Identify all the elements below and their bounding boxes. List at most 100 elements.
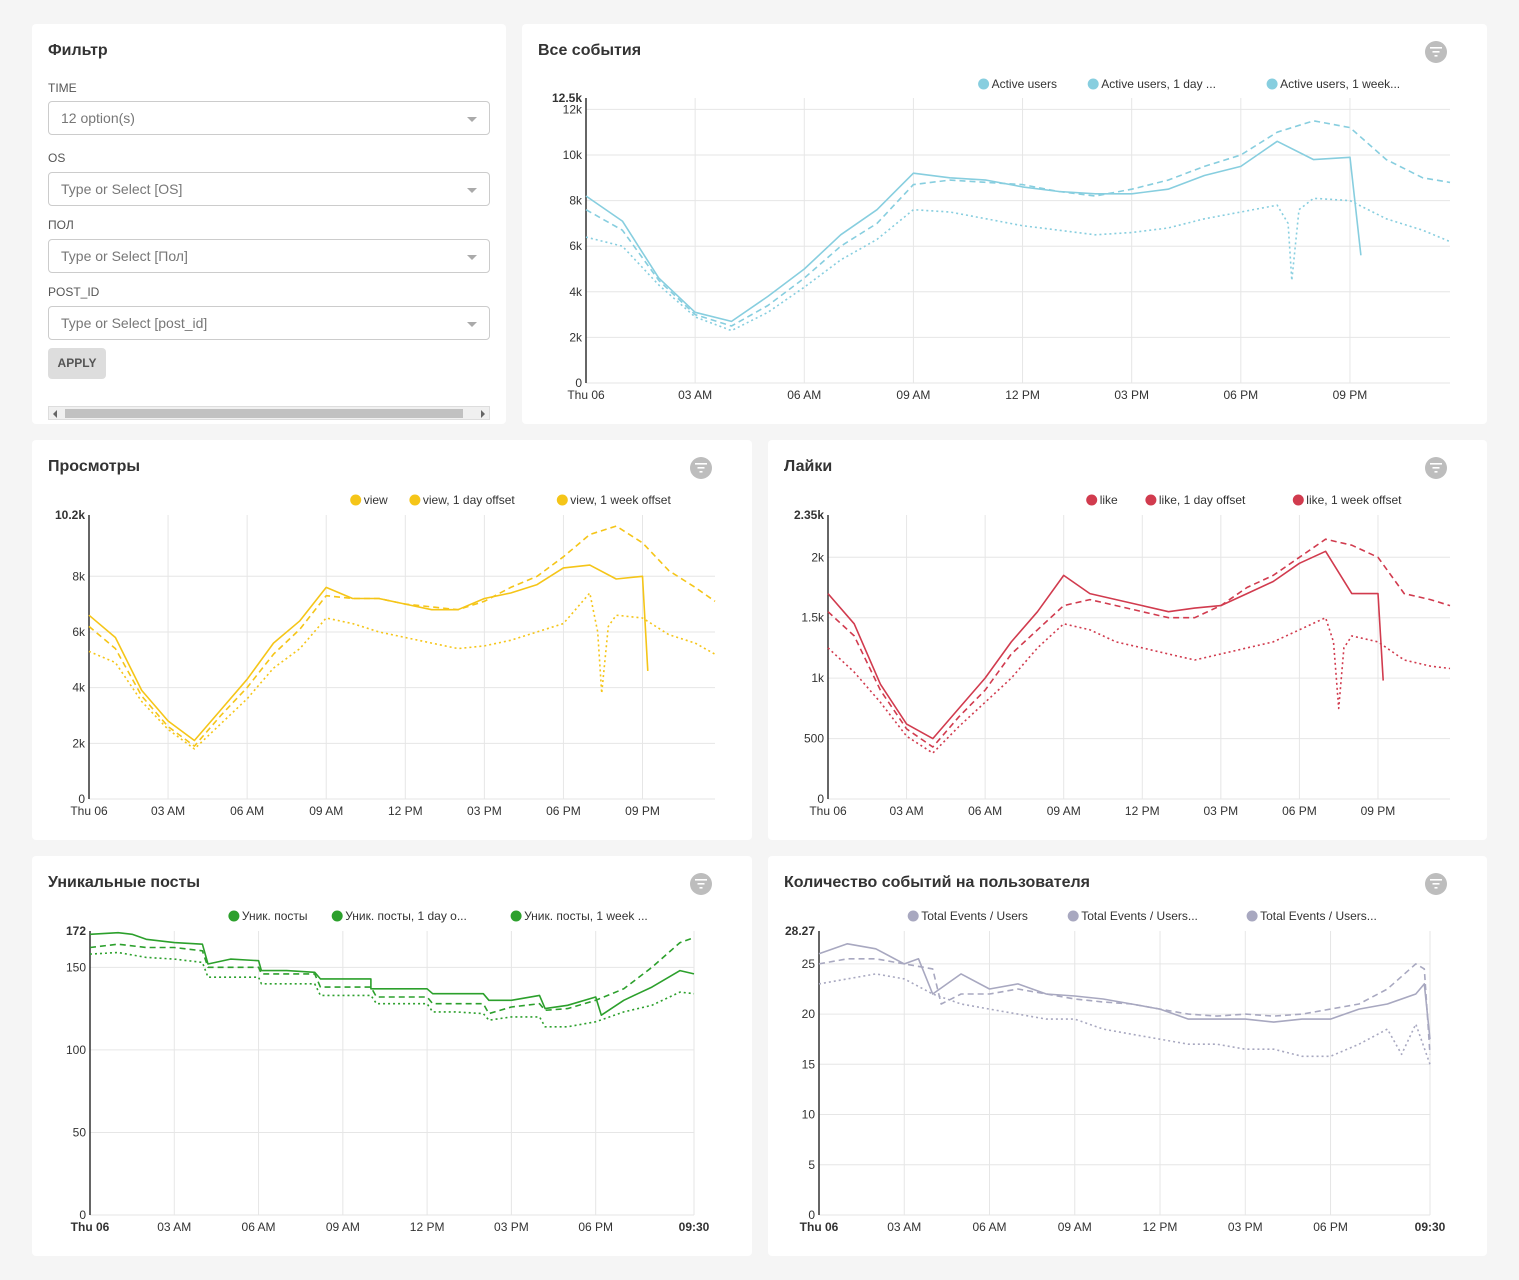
- legend-dot-icon: [1067, 910, 1079, 922]
- y-tick-label: 2k: [811, 550, 825, 564]
- legend-dot-icon: [978, 78, 990, 90]
- x-tick-label: 09 PM: [1361, 804, 1396, 818]
- scrollbar-thumb[interactable]: [65, 409, 463, 418]
- filter-icon[interactable]: [1425, 873, 1447, 895]
- legend-item[interactable]: view: [350, 493, 388, 507]
- legend-item[interactable]: Уник. посты: [228, 909, 308, 923]
- x-tick-label: 06 PM: [546, 804, 581, 818]
- legend-item[interactable]: like, 1 day offset: [1145, 493, 1246, 507]
- legend-dot-icon: [510, 910, 522, 922]
- series-line-2: [827, 616, 1451, 754]
- series-line-0: [818, 943, 1431, 1040]
- y-tick-label: 12k: [563, 102, 583, 116]
- series-line-2: [89, 951, 695, 1028]
- apply-button[interactable]: APPLY: [48, 348, 106, 379]
- y-max-label: 172: [66, 924, 86, 938]
- legend-dot-icon: [1087, 78, 1099, 90]
- likes-chart: like like, 1 day offset like, 1 week offse…: [794, 493, 1451, 818]
- scroll-left-icon[interactable]: [53, 410, 57, 418]
- legend-label: Active users, 1 week...: [1280, 77, 1400, 91]
- x-tick-label: 09 AM: [326, 1220, 360, 1234]
- post-id-select[interactable]: Type or Select [post_id]: [48, 306, 490, 340]
- y-tick-label: 6k: [72, 625, 86, 639]
- legend-dot-icon: [409, 494, 421, 506]
- x-tick-label: 03 PM: [1114, 388, 1149, 402]
- likes-chart-title: Лайки: [784, 458, 833, 475]
- legend-label: Total Events / Users...: [1081, 909, 1198, 923]
- legend-item[interactable]: Уник. посты, 1 week ...: [510, 909, 648, 923]
- chevron-down-icon: [467, 117, 477, 122]
- filter-icon[interactable]: [1425, 41, 1447, 63]
- os-select[interactable]: Type or Select [OS]: [48, 172, 490, 206]
- legend-label: Уник. посты, 1 day o...: [345, 909, 467, 923]
- x-tick-label: 03 PM: [467, 804, 502, 818]
- y-tick-label: 20: [802, 1007, 816, 1021]
- legend-dot-icon: [1145, 494, 1157, 506]
- horizontal-scrollbar[interactable]: [48, 406, 490, 420]
- series-line-0: [585, 140, 1362, 323]
- time-select[interactable]: 12 option(s): [48, 101, 490, 135]
- x-tick-label: 09 PM: [625, 804, 660, 818]
- y-tick-label: 2k: [569, 330, 583, 344]
- legend-item[interactable]: Active users, 1 day ...: [1087, 77, 1216, 91]
- scroll-right-icon[interactable]: [481, 410, 485, 418]
- x-tick-label: Thu 06: [809, 804, 847, 818]
- filter-icon[interactable]: [690, 457, 712, 479]
- legend-item[interactable]: Active users: [978, 77, 1057, 91]
- chevron-down-icon: [467, 322, 477, 327]
- y-tick-label: 8k: [72, 569, 86, 583]
- x-tick-label: Thu 06: [567, 388, 605, 402]
- x-tick-label: 06 PM: [578, 1220, 613, 1234]
- filter-icon[interactable]: [690, 873, 712, 895]
- legend-item[interactable]: view, 1 day offset: [409, 493, 515, 507]
- time-label: TIME: [48, 81, 77, 95]
- legend-label: Total Events / Users: [921, 909, 1028, 923]
- y-tick-label: 25: [802, 957, 816, 971]
- y-tick-label: 500: [804, 732, 824, 746]
- legend-item[interactable]: like, 1 week offset: [1292, 493, 1402, 507]
- legend-label: Active users, 1 day ...: [1101, 77, 1216, 91]
- x-tick-label: 09 PM: [1333, 388, 1368, 402]
- events-chart-card: Все события Active users Active users, 1 d…: [522, 24, 1487, 424]
- x-tick-label: 03 PM: [1228, 1220, 1263, 1234]
- series-line-1: [827, 538, 1451, 748]
- x-tick-label: 03 AM: [678, 388, 712, 402]
- x-tick-label: 09 AM: [309, 804, 343, 818]
- sex-placeholder: Type or Select [Пол]: [61, 248, 188, 264]
- legend-item[interactable]: Total Events / Users...: [1067, 909, 1198, 923]
- events-chart: Active users Active users, 1 day ... Activ…: [552, 77, 1451, 402]
- y-tick-label: 0: [79, 1208, 86, 1222]
- post-id-placeholder: Type or Select [post_id]: [61, 315, 208, 331]
- legend-dot-icon: [1292, 494, 1304, 506]
- legend-item[interactable]: Active users, 1 week...: [1266, 77, 1401, 91]
- y-tick-label: 10k: [563, 148, 583, 162]
- x-tick-label: 06 AM: [787, 388, 821, 402]
- legend-item[interactable]: Total Events / Users: [907, 909, 1028, 923]
- x-tick-label: 12 PM: [410, 1220, 445, 1234]
- filter-icon[interactable]: [1425, 457, 1447, 479]
- sex-select[interactable]: Type or Select [Пол]: [48, 239, 490, 273]
- y-max-label: 10.2k: [55, 508, 85, 522]
- per_user-chart-title: Количество событий на пользователя: [784, 874, 1090, 891]
- y-max-label: 28.27: [785, 924, 815, 938]
- y-tick-label: 0: [575, 376, 582, 390]
- x-tick-label: 06 PM: [1223, 388, 1258, 402]
- legend-label: view, 1 week offset: [570, 493, 671, 507]
- legend-item[interactable]: like: [1086, 493, 1118, 507]
- legend-dot-icon: [1266, 78, 1278, 90]
- chevron-down-icon: [467, 255, 477, 260]
- legend-label: view: [364, 493, 388, 507]
- x-tick-label: 03 AM: [887, 1220, 921, 1234]
- x-tick-label: 09:30: [1415, 1220, 1446, 1234]
- x-tick-label: 03 AM: [157, 1220, 191, 1234]
- y-tick-label: 150: [66, 960, 86, 974]
- y-max-label: 12.5k: [552, 91, 582, 105]
- os-placeholder: Type or Select [OS]: [61, 181, 183, 197]
- legend-item[interactable]: Total Events / Users...: [1246, 909, 1377, 923]
- x-tick-label: 06 PM: [1282, 804, 1317, 818]
- legend-item[interactable]: Уник. посты, 1 day o...: [331, 909, 467, 923]
- legend-item[interactable]: view, 1 week offset: [556, 493, 672, 507]
- x-tick-label: Thu 06: [70, 804, 108, 818]
- series-line-0: [88, 564, 649, 742]
- y-tick-label: 0: [817, 792, 824, 806]
